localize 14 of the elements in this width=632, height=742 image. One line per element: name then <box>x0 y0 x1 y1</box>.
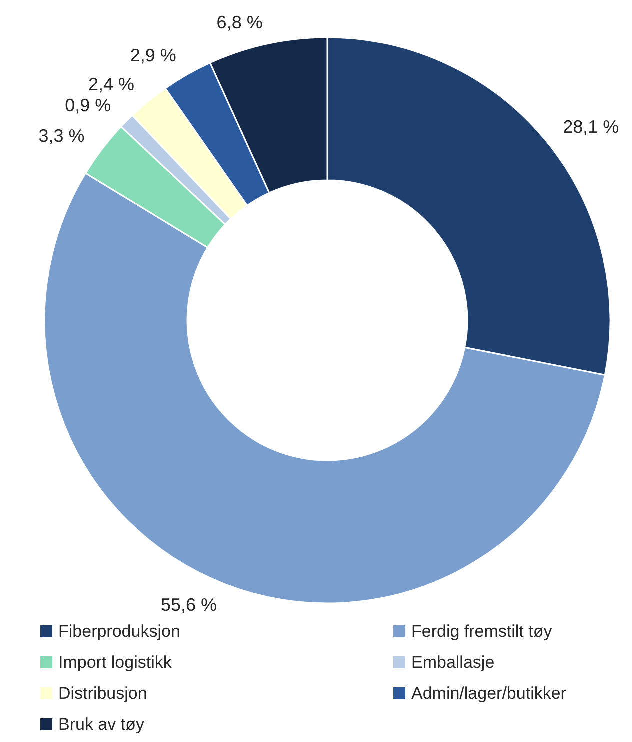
legend-label: Ferdig fremstilt tøy <box>412 622 553 641</box>
data-label: 55,6 % <box>160 594 218 615</box>
data-label: 2,9 % <box>130 46 176 66</box>
legend-label: Bruk av tøy <box>58 715 145 734</box>
legend-label: Emballasje <box>412 653 495 672</box>
legend-label: Import logistikk <box>58 653 172 672</box>
data-label: 2,4 % <box>88 74 135 94</box>
legend-label: Fiberproduksjon <box>58 622 180 641</box>
data-label: 28,1 % <box>563 116 620 137</box>
data-label: 3,3 % <box>38 126 85 146</box>
data-label: 6,8 % <box>216 12 263 32</box>
legend-label: Distribusjon <box>58 684 148 703</box>
legend-label: Admin/lager/butikker <box>412 684 567 703</box>
data-label: 0,9 % <box>65 96 112 116</box>
